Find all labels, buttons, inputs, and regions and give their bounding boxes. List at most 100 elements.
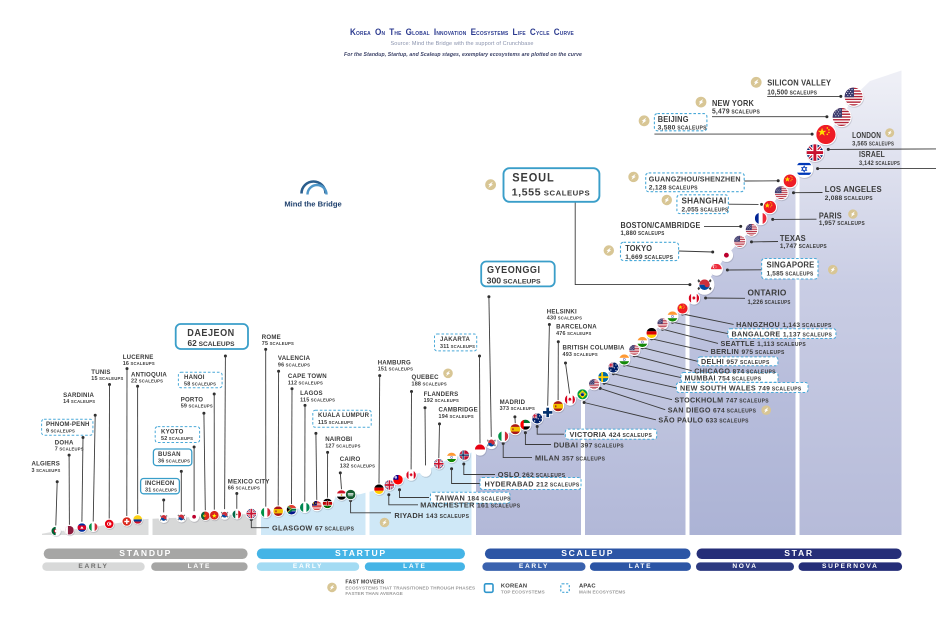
svg-text:3,565 SCALEUPS: 3,565 SCALEUPS (852, 140, 894, 147)
svg-text:PORTO: PORTO (181, 396, 204, 403)
svg-text:10,500 SCALEUPS: 10,500 SCALEUPS (767, 90, 817, 97)
svg-text:SAN DIEGO 674 SCALEUPS: SAN DIEGO 674 SCALEUPS (668, 405, 757, 414)
svg-text:BUSAN: BUSAN (158, 451, 181, 458)
svg-text:62 SCALEUPS: 62 SCALEUPS (188, 338, 235, 348)
svg-text:DOHA: DOHA (55, 439, 74, 446)
svg-text:TEXAS: TEXAS (780, 234, 806, 243)
svg-text:SEOUL: SEOUL (512, 171, 555, 185)
svg-text:3,142 SCALEUPS: 3,142 SCALEUPS (859, 160, 900, 167)
svg-text:KYOTO: KYOTO (161, 428, 184, 435)
svg-text:5,479 SCALEUPS: 5,479 SCALEUPS (712, 108, 760, 115)
svg-text:2,088 SCALEUPS: 2,088 SCALEUPS (825, 195, 873, 202)
svg-text:APAC: APAC (579, 584, 596, 590)
svg-text:115 SCALEUPS: 115 SCALEUPS (318, 420, 353, 426)
svg-text:1,880 SCALEUPS: 1,880 SCALEUPS (621, 230, 665, 237)
svg-text:SEATTLE 1,113 SCALEUPS: SEATTLE 1,113 SCALEUPS (721, 339, 807, 348)
svg-text:BERLIN 975 SCALEUPS: BERLIN 975 SCALEUPS (711, 347, 785, 356)
svg-text:115 SCALEUPS: 115 SCALEUPS (300, 397, 335, 403)
svg-text:PARIS: PARIS (819, 211, 842, 220)
svg-text:TAIWAN 184 SCALEUPS: TAIWAN 184 SCALEUPS (435, 493, 511, 502)
svg-text:CAMBRIDGE: CAMBRIDGE (439, 407, 478, 414)
svg-text:STOCKHOLM 747 SCALEUPS: STOCKHOLM 747 SCALEUPS (675, 395, 770, 404)
svg-text:476 SCALEUPS: 476 SCALEUPS (556, 331, 591, 337)
svg-text:SCALEUP: SCALEUP (561, 548, 614, 558)
svg-text:FAST MOVERS: FAST MOVERS (345, 579, 384, 585)
svg-text:188 SCALEUPS: 188 SCALEUPS (412, 382, 447, 388)
svg-text:1,957 SCALEUPS: 1,957 SCALEUPS (819, 220, 865, 227)
svg-text:HAMBURG: HAMBURG (378, 359, 411, 366)
svg-text:LUCERNE: LUCERNE (123, 354, 154, 361)
svg-text:GUANGZHOU/SHENZHEN: GUANGZHOU/SHENZHEN (649, 174, 741, 183)
svg-text:EARLY: EARLY (293, 563, 323, 570)
svg-text:RIYADH 143 SCALEUPS: RIYADH 143 SCALEUPS (394, 511, 469, 520)
svg-text:1,747 SCALEUPS: 1,747 SCALEUPS (780, 243, 827, 250)
svg-text:BOSTON/CAMBRIDGE: BOSTON/CAMBRIDGE (621, 221, 701, 230)
svg-text:ONTARIO: ONTARIO (748, 289, 787, 298)
svg-text:14 SCALEUPS: 14 SCALEUPS (63, 399, 95, 405)
svg-text:BANGALORE 1,137 SCALEUPS: BANGALORE 1,137 SCALEUPS (732, 329, 833, 338)
svg-text:1,226 SCALEUPS: 1,226 SCALEUPS (748, 299, 791, 306)
svg-text:75 SCALEUPS: 75 SCALEUPS (262, 341, 294, 347)
svg-text:LOS ANGELES: LOS ANGELES (825, 185, 882, 194)
svg-text:66 SCALEUPS: 66 SCALEUPS (228, 486, 260, 492)
svg-text:430 SCALEUPS: 430 SCALEUPS (547, 316, 582, 322)
svg-text:CHICAGO 874 SCALEUPS: CHICAGO 874 SCALEUPS (694, 366, 776, 375)
svg-text:STAR: STAR (784, 548, 814, 558)
svg-text:192 SCALEUPS: 192 SCALEUPS (424, 398, 459, 404)
svg-text:SILICON VALLEY: SILICON VALLEY (767, 77, 831, 87)
svg-text:ISRAEL: ISRAEL (859, 150, 885, 159)
svg-text:VICTORIA 424 SCALEUPS: VICTORIA 424 SCALEUPS (570, 430, 653, 439)
svg-text:ROME: ROME (262, 334, 281, 341)
svg-text:CAIRO: CAIRO (340, 456, 361, 463)
svg-text:132 SCALEUPS: 132 SCALEUPS (340, 464, 375, 470)
svg-text:Mind the Bridge: Mind the Bridge (284, 200, 341, 209)
svg-text:DUBAI 397 SCALEUPS: DUBAI 397 SCALEUPS (554, 440, 625, 449)
svg-text:JAKARTA: JAKARTA (440, 336, 470, 343)
svg-text:FASTER THAN AVERAGE: FASTER THAN AVERAGE (345, 591, 403, 596)
svg-text:NEW YORK: NEW YORK (712, 98, 754, 108)
svg-text:493 SCALEUPS: 493 SCALEUPS (563, 352, 598, 358)
svg-text:16 SCALEUPS: 16 SCALEUPS (123, 361, 155, 367)
svg-text:TUNIS: TUNIS (91, 369, 110, 376)
svg-text:DELHI 957 SCALEUPS: DELHI 957 SCALEUPS (701, 357, 770, 366)
svg-text:MAIN ECOSYSTEMS: MAIN ECOSYSTEMS (579, 589, 625, 594)
svg-text:ANTIOQUIA: ANTIOQUIA (131, 371, 167, 378)
svg-text:KOREA ON THE GLOBAL INNOVATION: KOREA ON THE GLOBAL INNOVATION ECOSYSTEM… (350, 22, 574, 39)
svg-text:MANCHESTER 161 SCALEUPS: MANCHESTER 161 SCALEUPS (420, 501, 521, 510)
svg-text:EARLY: EARLY (78, 563, 108, 570)
svg-text:LONDON: LONDON (852, 131, 881, 140)
svg-text:2,128 SCALEUPS: 2,128 SCALEUPS (649, 184, 698, 191)
svg-text:GLASGOW 67 SCALEUPS: GLASGOW 67 SCALEUPS (272, 523, 355, 532)
svg-text:194 SCALEUPS: 194 SCALEUPS (439, 414, 474, 420)
svg-text:SINGAPORE: SINGAPORE (767, 261, 815, 270)
svg-text:OSLO 262 SCALEUPS: OSLO 262 SCALEUPS (498, 470, 566, 479)
svg-text:Source: Mind the Bridge with t: Source: Mind the Bridge with the support… (391, 41, 534, 47)
svg-text:GYEONGGI: GYEONGGI (487, 265, 541, 276)
svg-text:HANOI: HANOI (184, 374, 205, 381)
svg-text:2,055 SCALEUPS: 2,055 SCALEUPS (682, 206, 729, 213)
svg-text:HELSINKI: HELSINKI (547, 308, 577, 315)
svg-text:22 SCALEUPS: 22 SCALEUPS (131, 379, 163, 385)
svg-text:9 SCALEUPS: 9 SCALEUPS (46, 429, 75, 435)
svg-text:MEXICO CITY: MEXICO CITY (228, 478, 270, 485)
svg-text:BEIJING: BEIJING (658, 115, 689, 124)
svg-text:INCHEON: INCHEON (145, 480, 175, 487)
svg-text:LATE: LATE (188, 563, 212, 570)
svg-text:96 SCALEUPS: 96 SCALEUPS (278, 363, 310, 369)
svg-text:15 SCALEUPS: 15 SCALEUPS (91, 376, 123, 382)
svg-text:FLANDERS: FLANDERS (424, 391, 459, 398)
svg-text:7 SCALEUPS: 7 SCALEUPS (55, 447, 84, 453)
svg-text:BARCELONA: BARCELONA (556, 324, 597, 331)
svg-text:TOKYO: TOKYO (625, 244, 652, 253)
svg-text:PHNOM-PENH: PHNOM-PENH (46, 421, 90, 428)
svg-text:300 SCALEUPS: 300 SCALEUPS (487, 276, 541, 286)
svg-text:151 SCALEUPS: 151 SCALEUPS (378, 367, 413, 373)
svg-text:DAEJEON: DAEJEON (187, 328, 235, 339)
svg-text:CAPE TOWN: CAPE TOWN (288, 373, 327, 380)
svg-text:SUPERNOVA: SUPERNOVA (822, 563, 879, 570)
svg-text:VALENCIA: VALENCIA (278, 355, 311, 362)
svg-text:1,669 SCALEUPS: 1,669 SCALEUPS (625, 254, 673, 261)
svg-text:MILAN 357 SCALEUPS: MILAN 357 SCALEUPS (535, 453, 606, 462)
svg-text:HANGZHOU 1,143 SCALEUPS: HANGZHOU 1,143 SCALEUPS (736, 320, 832, 329)
svg-text:1,585 SCALEUPS: 1,585 SCALEUPS (767, 271, 814, 278)
